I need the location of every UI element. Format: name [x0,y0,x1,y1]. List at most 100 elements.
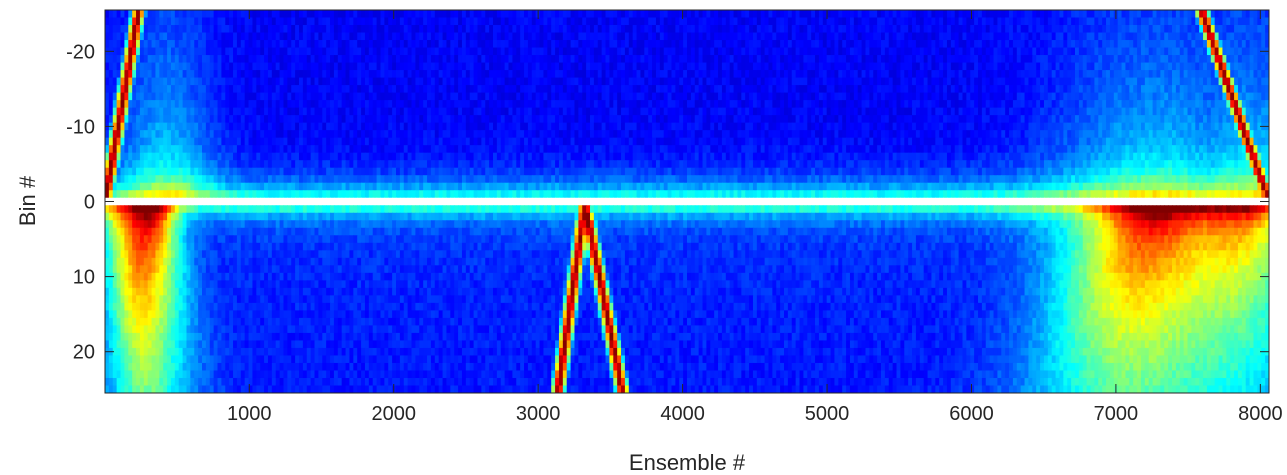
heatmap-cell [159,92,164,101]
heatmap-cell [361,77,366,86]
heatmap-cell [337,115,343,124]
heatmap-cell [384,62,389,71]
heatmap-cell [1226,10,1231,19]
heatmap-cell [1222,70,1227,79]
heatmap-cell [1210,77,1216,86]
heatmap-cell [194,17,199,26]
heatmap-cell [531,85,537,94]
heatmap-cell [1245,25,1251,34]
heatmap-cell [337,62,343,71]
heatmap-cell [1051,100,1057,109]
heatmap-cell [683,17,688,26]
heatmap-cell [1133,62,1138,71]
heatmap-cell [438,77,444,86]
heatmap-cell [547,62,552,71]
heatmap-cell [147,77,153,86]
heatmap-cell [229,55,234,64]
heatmap-cell [993,70,998,79]
heatmap-cell [558,70,564,79]
heatmap-cell [283,70,288,79]
heatmap-cell [997,17,1002,26]
heatmap-cell [489,62,494,71]
heatmap-cell [1102,100,1107,109]
heatmap-cell [337,122,343,131]
heatmap-cell [822,70,828,79]
heatmap-cell [946,92,952,101]
heatmap-cell [1063,17,1068,26]
heatmap-cell [830,77,836,86]
heatmap-cell [865,122,870,131]
heatmap-cell [543,40,548,49]
heatmap-cell [811,62,816,71]
heatmap-cell [182,100,188,109]
heatmap-cell [380,25,385,34]
heatmap-cell [392,122,397,131]
heatmap-cell [648,122,653,131]
heatmap-cell [714,40,719,49]
heatmap-cell [500,85,506,94]
heatmap-cell [1086,115,1092,124]
heatmap-cell [1102,62,1107,71]
heatmap-cell [368,17,374,26]
heatmap-cell [225,25,230,34]
heatmap-cell [1175,17,1181,26]
heatmap-cell [407,77,413,86]
heatmap-cell [333,100,339,109]
heatmap-cell [302,62,308,71]
heatmap-cell [190,47,195,56]
heatmap-cell [151,130,157,139]
heatmap-cell [283,92,288,101]
heatmap-cell [353,17,358,26]
heatmap-cell [655,130,661,139]
heatmap-cell [698,85,704,94]
heatmap-cell [780,70,785,79]
heatmap-cell [493,107,498,116]
heatmap-cell [143,47,149,56]
heatmap-cell [655,77,661,86]
heatmap-cell [434,17,440,26]
heatmap-cell [601,77,607,86]
heatmap-cell [1206,85,1212,94]
heatmap-cell [376,85,382,94]
heatmap-cell [857,17,863,26]
heatmap-cell [147,47,153,56]
heatmap-cell [531,130,537,139]
heatmap-cell [1253,77,1258,86]
heatmap-cell [419,77,424,86]
heatmap-cell [163,10,168,19]
heatmap-cell [1071,122,1076,131]
heatmap-cell [132,47,137,56]
heatmap-cell [1214,10,1220,19]
heatmap-cell [279,70,285,79]
heatmap-cell [861,62,867,71]
heatmap-cell [353,107,358,116]
heatmap-cell [396,10,401,19]
heatmap-cell [1164,55,1169,64]
heatmap-cell [205,100,211,109]
heatmap-cell [1206,77,1212,86]
heatmap-cell [1245,10,1251,19]
heatmap-cell [128,77,133,86]
heatmap-cell [935,85,940,94]
heatmap-cell [1168,115,1173,124]
heatmap-cell [931,92,936,101]
heatmap-cell [353,55,358,64]
heatmap-cell [675,130,680,139]
heatmap-cell [496,130,502,139]
heatmap-cell [791,77,797,86]
heatmap-cell [834,17,839,26]
heatmap-cell [477,92,482,101]
heatmap-cell [846,47,851,56]
heatmap-cell [970,85,975,94]
heatmap-cell [174,107,180,116]
heatmap-cell [586,130,591,139]
heatmap-cell [163,17,168,26]
heatmap-cell [159,62,164,71]
heatmap-cell [931,107,936,116]
heatmap-cell [888,62,894,71]
heatmap-cell [1121,17,1127,26]
heatmap-cell [787,32,793,41]
heatmap-cell [1230,115,1235,124]
heatmap-cell [380,55,385,64]
heatmap-cell [892,25,898,34]
